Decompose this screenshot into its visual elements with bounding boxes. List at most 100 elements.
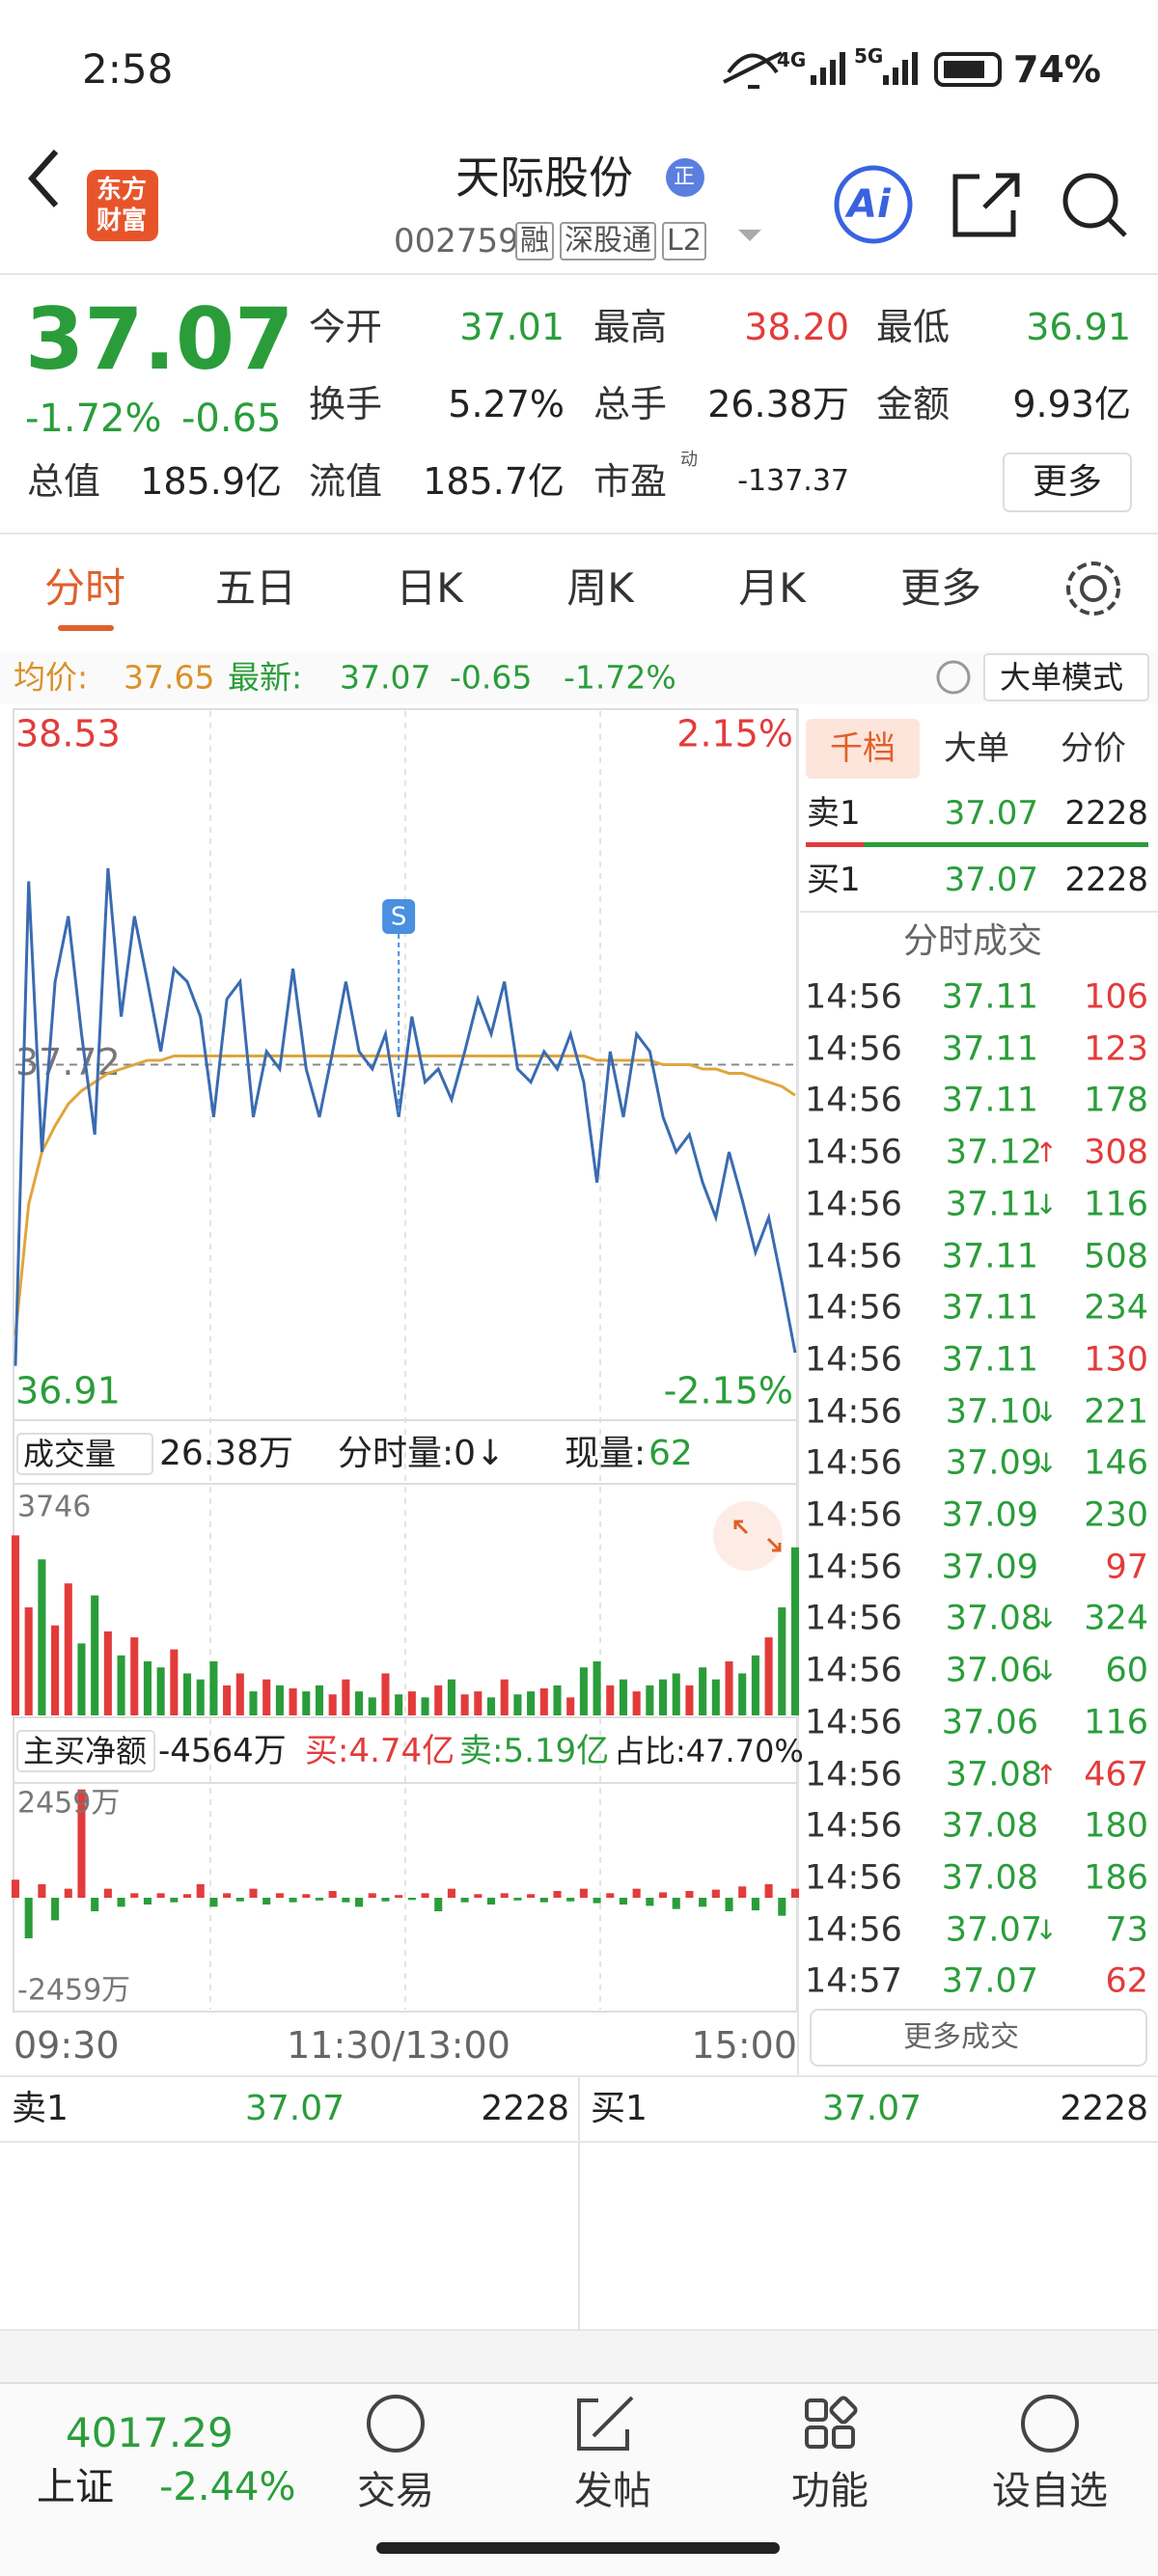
stat-value: 185.7亿	[423, 460, 565, 503]
netflow-bar	[117, 1898, 125, 1907]
nav-item[interactable]: 交易	[357, 2469, 434, 2513]
tab[interactable]: 更多	[899, 564, 982, 612]
help-button[interactable]	[936, 660, 971, 695]
info-bar	[0, 651, 1158, 703]
volume-bar	[289, 1688, 297, 1715]
ask-vol: 2228	[1064, 794, 1148, 833]
stat-label: 总手	[593, 383, 668, 425]
mode-button[interactable]	[983, 653, 1149, 701]
book-tab[interactable]: 分价	[1061, 729, 1126, 768]
volume-bar	[77, 1643, 86, 1715]
book-tab[interactable]: 大单	[944, 729, 1009, 768]
mode-label[interactable]: 大单模式	[1000, 659, 1124, 696]
index-value[interactable]: 4017.29	[66, 2409, 234, 2456]
netflow-bar	[368, 1893, 376, 1898]
netflow-bar	[91, 1898, 99, 1912]
volume-label[interactable]: 成交量	[23, 1436, 117, 1472]
last-value: 37.07	[340, 658, 431, 697]
dropdown[interactable]	[738, 230, 761, 241]
comment-strip	[0, 2331, 1158, 2385]
stock-code: 002759	[394, 222, 519, 260]
trade-price: 37.12	[945, 1133, 1042, 1172]
netflow-bar	[646, 1898, 654, 1906]
stat-label: 总值	[27, 460, 101, 503]
back-button[interactable]	[27, 150, 59, 207]
tag: 深股通	[560, 222, 656, 260]
trade-time: 14:56	[805, 1495, 902, 1535]
stat-label: 最高	[593, 306, 668, 348]
tab[interactable]: 分时	[43, 564, 126, 612]
netflow-select[interactable]	[16, 1730, 155, 1772]
index-change[interactable]: -2.44%	[159, 2465, 296, 2509]
tab[interactable]: 日K	[396, 564, 463, 612]
volume-bar	[328, 1694, 337, 1715]
bid-vol: 2228	[1064, 861, 1148, 899]
more-trades-label[interactable]: 更多成交	[903, 2020, 1019, 2054]
nav-item[interactable]: 设自选	[992, 2469, 1108, 2513]
netflow-bar	[64, 1888, 72, 1898]
stat-value: 38.20	[744, 306, 849, 348]
book-tab[interactable]: 千档	[830, 729, 896, 768]
change: -0.65	[181, 397, 282, 441]
trade-price: 37.08	[941, 1806, 1038, 1846]
share-button[interactable]	[952, 173, 1020, 237]
netflow-bar	[539, 1898, 548, 1903]
trade-arrow: ↑	[1034, 1758, 1058, 1791]
volume-bar	[342, 1679, 350, 1715]
more-trades-button[interactable]	[810, 2009, 1147, 2067]
more-button[interactable]	[1003, 452, 1132, 512]
tab[interactable]: 月K	[738, 564, 806, 612]
ask-price: 37.07	[944, 794, 1038, 833]
trade-price: 37.06	[941, 1703, 1038, 1742]
trade-price: 37.09	[945, 1443, 1042, 1483]
volume-period: 分时量:0↓	[338, 1434, 506, 1473]
tab[interactable]: 周K	[566, 564, 634, 612]
trade-time: 14:56	[805, 1599, 902, 1638]
nav-icons[interactable]	[367, 2395, 1079, 2453]
ask-label: 卖1	[12, 2089, 69, 2128]
trade-price: 37.08	[945, 1755, 1042, 1794]
netflow-bar	[302, 1894, 311, 1898]
nav-item[interactable]: 功能	[791, 2469, 868, 2513]
battery-label: 74%	[1013, 48, 1101, 91]
trade-arrow: ↓	[1034, 1603, 1058, 1635]
netflow-bar	[275, 1893, 284, 1898]
netflow-bar	[130, 1893, 139, 1898]
stat-value: 185.9亿	[140, 460, 282, 503]
expand-button[interactable]	[713, 1501, 783, 1571]
change-pct: -1.72%	[25, 397, 162, 441]
more-label[interactable]: 更多	[1033, 462, 1103, 502]
volume-bar	[223, 1685, 232, 1715]
trade-time: 14:56	[805, 1755, 902, 1794]
volume-bar	[699, 1667, 707, 1715]
netflow-bar	[606, 1893, 615, 1898]
change: -0.65	[450, 658, 533, 697]
book-tab-active[interactable]	[806, 719, 920, 779]
ask-label: 卖1	[807, 794, 861, 833]
netflow-bar	[460, 1898, 469, 1903]
trade-price: 37.09	[941, 1495, 1038, 1535]
index-name[interactable]: 上证	[37, 2465, 114, 2509]
volume-select[interactable]	[16, 1433, 153, 1475]
stat-label: 流值	[309, 460, 383, 503]
netflow-label[interactable]: 主买净额	[23, 1733, 148, 1769]
current-label: 现量:	[565, 1434, 647, 1473]
app-logo	[87, 170, 158, 241]
search-button[interactable]	[1062, 173, 1127, 237]
stat-value: -137.37	[737, 464, 849, 498]
trade-vol: 116	[1084, 1703, 1148, 1742]
ai-button[interactable]	[834, 165, 913, 244]
stat-label: 最低	[876, 306, 951, 348]
nav-item[interactable]: 发帖	[574, 2469, 651, 2513]
volume-bar	[368, 1697, 376, 1715]
volume-bar	[619, 1679, 628, 1715]
tab[interactable]: 五日	[214, 564, 297, 612]
trade-time: 14:56	[805, 1703, 902, 1742]
netflow-bar	[262, 1898, 271, 1905]
settings-button[interactable]	[1066, 562, 1120, 616]
volume-bar	[381, 1673, 390, 1715]
change-pct: -1.72%	[564, 658, 676, 697]
trades-title[interactable]: 分时成交	[903, 921, 1043, 961]
netflow-bar	[289, 1898, 297, 1903]
signal-bars	[811, 52, 918, 85]
